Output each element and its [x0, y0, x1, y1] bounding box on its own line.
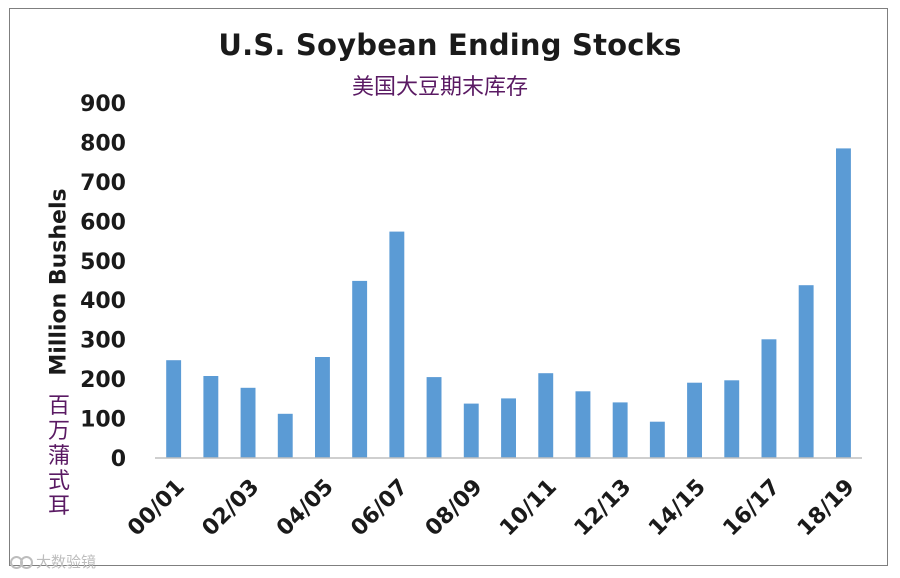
- y-axis-label-cn: 百万蒲式耳: [47, 394, 70, 519]
- chart-frame: [9, 8, 888, 566]
- y-tick-label: 400: [80, 289, 126, 314]
- bar-09/10: [501, 398, 516, 458]
- x-tick-label: 00/01: [123, 475, 190, 542]
- logo-icon: [10, 555, 33, 569]
- y-tick-label: 0: [111, 447, 126, 472]
- x-tick-label: 08/09: [421, 475, 488, 542]
- bar-14/15: [687, 382, 702, 458]
- bar-16/17: [761, 339, 777, 458]
- bar-08/09: [463, 403, 479, 458]
- x-tick-label: 06/07: [346, 475, 413, 542]
- bar-06/07: [389, 231, 405, 458]
- bar-07/08: [426, 377, 442, 458]
- x-tick-label: 10/11: [495, 475, 562, 542]
- y-tick-label: 700: [80, 171, 126, 196]
- bar-12/13: [612, 402, 628, 458]
- y-tick-label: 800: [80, 131, 126, 156]
- bar-17/18: [798, 285, 814, 458]
- x-tick-label: 18/19: [793, 475, 860, 542]
- bar-11/12: [575, 391, 591, 458]
- y-tick-label: 500: [80, 250, 126, 275]
- bar-10/11: [538, 373, 554, 458]
- chart-subtitle: 美国大豆期末库存: [351, 75, 528, 100]
- bar-02/03: [240, 387, 256, 458]
- watermark: 大数验镜: [10, 551, 96, 572]
- bar-15/16: [724, 380, 740, 458]
- bar-04/05: [315, 357, 330, 458]
- bar-18/19: [836, 148, 851, 458]
- y-tick-label: 200: [80, 368, 126, 393]
- x-tick-label: 04/05: [272, 475, 339, 542]
- x-tick-label: 14/15: [644, 475, 711, 542]
- bar-01/02: [203, 376, 219, 458]
- y-axis-ticks: 0 100 200 300 400 500 600 700 800 900: [80, 92, 126, 472]
- y-tick-label: 600: [80, 210, 126, 235]
- watermark-text: 大数验镜: [36, 553, 97, 571]
- x-axis-ticks: 00/01 02/03 04/05 06/07 08/09 10/11 12/13 14/15…: [123, 475, 859, 542]
- bar-13/14: [649, 421, 665, 458]
- y-tick-label: 900: [80, 92, 126, 117]
- y-tick-label: 300: [80, 329, 126, 354]
- bars: [166, 148, 851, 458]
- y-tick-label: 100: [80, 408, 126, 433]
- x-tick-label: 12/13: [570, 475, 637, 542]
- chart-title: U.S. Soybean Ending Stocks: [218, 28, 682, 62]
- x-tick-label: 02/03: [198, 475, 265, 542]
- x-tick-label: 16/17: [719, 475, 786, 542]
- bar-00/01: [166, 360, 182, 458]
- bar-05/06: [352, 280, 368, 458]
- bar-03/04: [277, 413, 293, 458]
